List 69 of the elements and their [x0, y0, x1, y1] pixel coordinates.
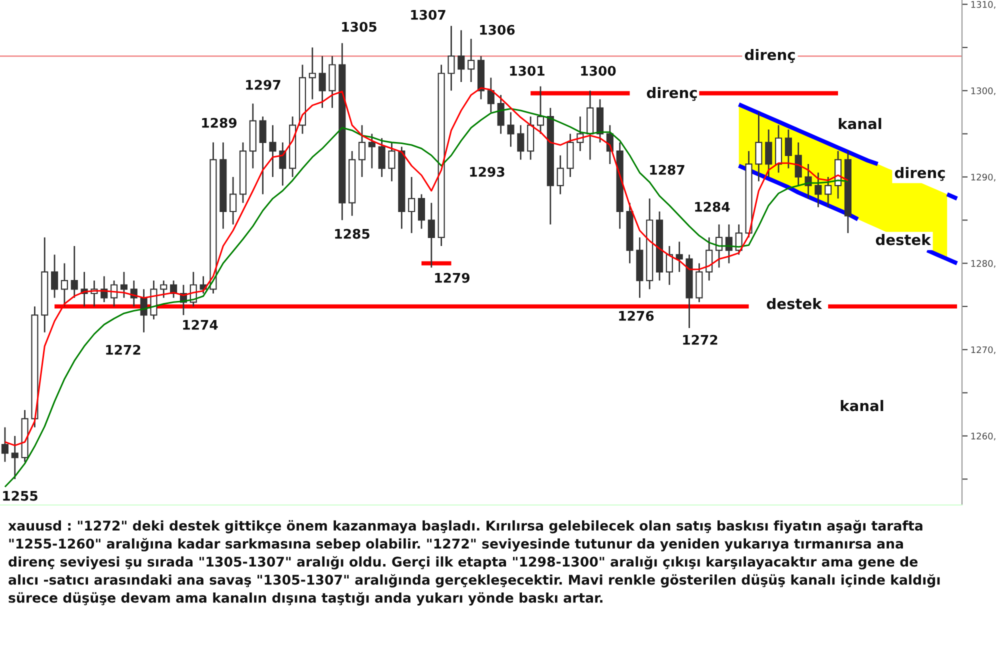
annotation: 1297 — [246, 80, 280, 90]
candlestick — [279, 142, 286, 186]
annotation: 1300 — [581, 66, 616, 76]
candlestick — [418, 194, 426, 230]
annotation: 1279 — [435, 272, 470, 283]
candlestick — [487, 76, 494, 113]
candlestick — [308, 46, 316, 100]
candlestick — [51, 254, 58, 299]
annotation: direnç — [894, 166, 945, 181]
candlestick — [497, 94, 504, 134]
candlestick — [358, 124, 366, 178]
candlestick — [666, 245, 673, 286]
candlestick — [784, 128, 792, 170]
candlestick — [556, 154, 564, 195]
candlestick — [318, 55, 326, 109]
annotation: 1272 — [683, 334, 718, 345]
candlestick — [706, 236, 713, 282]
candlestick — [765, 128, 772, 178]
candlestick — [676, 241, 683, 273]
y-tick-label: 1290, — [971, 174, 996, 182]
annotation: destek — [876, 234, 932, 246]
candlestick — [259, 116, 266, 195]
annotation: 1276 — [619, 310, 654, 321]
candlestick — [230, 176, 237, 226]
candlestick — [448, 25, 455, 92]
y-tick-label: 1280, — [971, 260, 996, 268]
y-tick-label: 1260, — [971, 432, 996, 440]
annotation: 1284 — [695, 202, 730, 212]
candlestick — [536, 86, 544, 134]
candlestick — [368, 133, 376, 170]
annotation: 1272 — [106, 344, 140, 355]
candlestick — [388, 142, 396, 182]
annotation: 1307 — [411, 10, 446, 20]
annotation: 1255 — [3, 490, 38, 501]
annotation: 1301 — [510, 66, 544, 76]
annotation: 1274 — [183, 320, 218, 330]
y-tick-label: 1270, — [971, 346, 996, 354]
candlestick — [507, 112, 514, 148]
annotation: direnç — [744, 48, 795, 63]
y-tick-label: 1300, — [971, 87, 996, 96]
candlestick — [794, 142, 802, 186]
candlestick — [428, 202, 435, 268]
candlestick — [269, 124, 276, 178]
candlestick — [458, 30, 465, 83]
annotation: 1287 — [650, 164, 684, 175]
candlestick — [60, 262, 68, 308]
candlestick — [378, 137, 386, 178]
candlestick — [11, 435, 18, 480]
candlestick — [408, 176, 416, 234]
candlestick — [755, 112, 762, 182]
candlestick — [517, 124, 524, 160]
text: xauusd : "1272" deki destek gittikçe önem kazanmaya başladı. Kırılırsa gelebilecek olan satış baskısı fiyatın aşağı tarafta "1255-1260" aralığına kadar sarkmasına sebep olabilir. "1272" seviyesinde tutunur da yeniden yukarıya tırmanırsa ana direnç seviyesi şu sırada "1305-1307" aralığı oldu. Gerçi ilk etapta "1298-1300" aralığı çıkışı karşılayacaktır ama gene de alıcı -satıcı arasındaki ana savaş "1305-1307" aralığında gerçekleşecektir. Mavi renkle gösterilen düşüş kanalı içinde kaldığı sürece düşüşe devam ama kanalın dışına taştığı anda yukarı yönde baskı artar. — [8, 520, 940, 606]
annotation: 1289 — [202, 118, 237, 128]
candlestick — [824, 176, 832, 208]
candlestick — [120, 271, 128, 299]
annotation: direnç — [646, 86, 697, 101]
candlestick — [160, 280, 168, 299]
candlestick — [814, 172, 822, 208]
annotation: 1285 — [335, 228, 370, 239]
annotation: 1306 — [480, 24, 515, 35]
y-tick-label: 1310, — [971, 1, 996, 9]
candlestick — [70, 245, 78, 299]
annotation: 1293 — [470, 166, 504, 177]
annotation: destek — [766, 298, 822, 310]
candlestick — [1, 426, 8, 463]
annotation: kanal — [838, 118, 882, 130]
candlestick — [468, 38, 475, 83]
annotation: kanal — [840, 400, 884, 412]
annotation: 1305 — [342, 22, 376, 32]
